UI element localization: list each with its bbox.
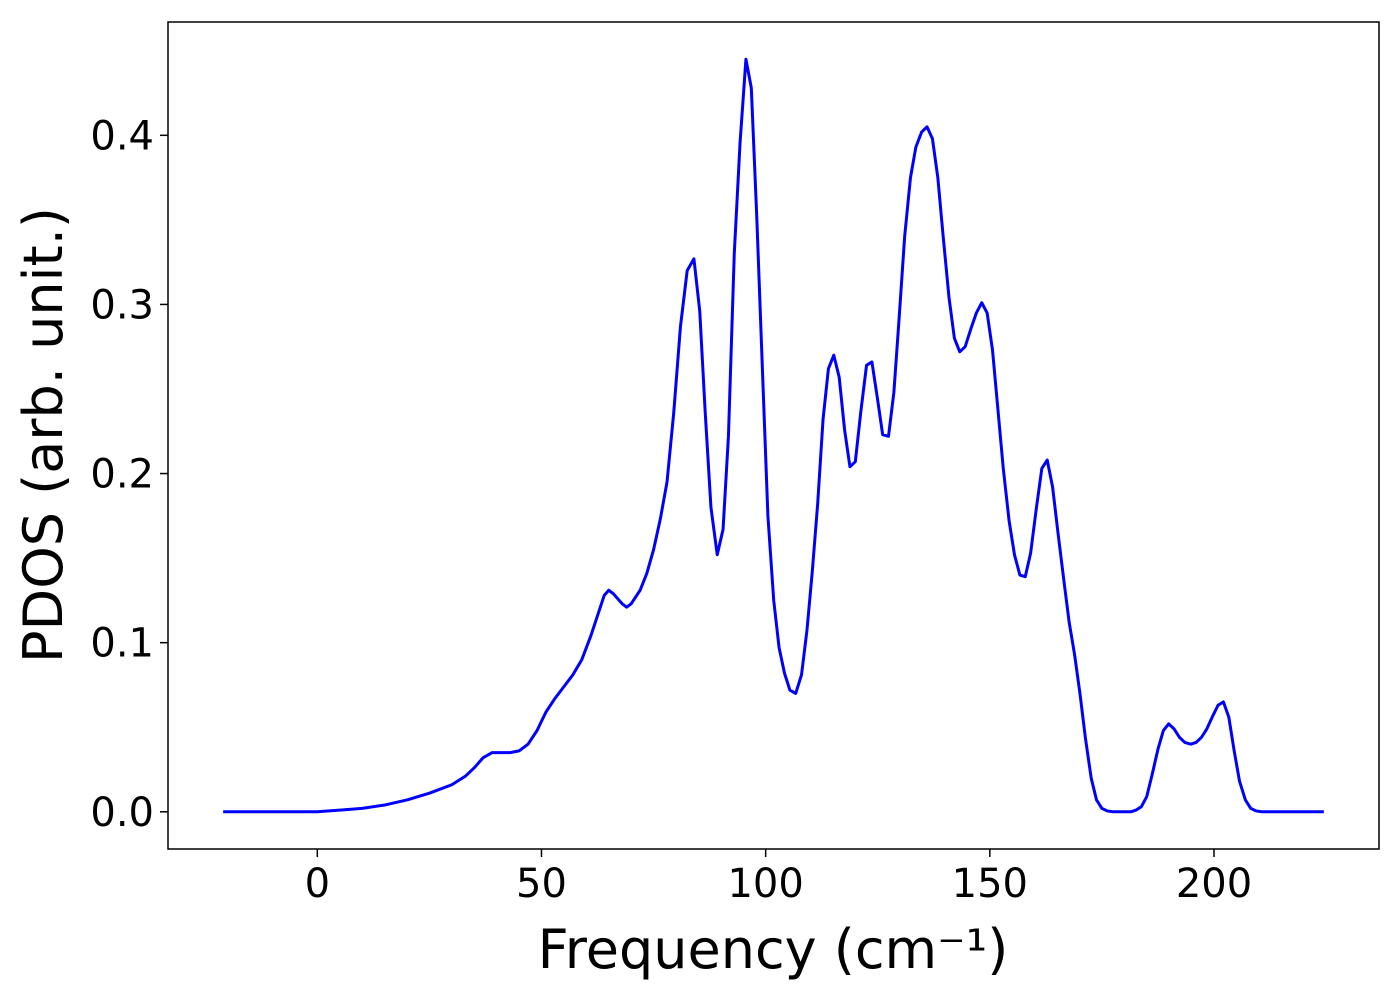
y-tick-label: 0.4 xyxy=(90,113,154,159)
y-tick-label: 0.3 xyxy=(90,282,154,328)
y-tick-label: 0.0 xyxy=(90,790,154,836)
plot-frame xyxy=(167,21,1380,850)
x-tick-label: 100 xyxy=(727,861,803,907)
y-axis-label: PDOS (arb. unit.) xyxy=(12,207,75,663)
x-axis-label: Frequency (cm⁻¹) xyxy=(538,918,1009,981)
x-tick-label: 50 xyxy=(516,861,567,907)
x-tick-label: 0 xyxy=(305,861,330,907)
x-tick-label: 150 xyxy=(952,861,1028,907)
y-tick-label: 0.1 xyxy=(90,621,154,667)
pdos-line xyxy=(223,57,1324,814)
y-tick-label: 0.2 xyxy=(90,452,154,498)
x-tick-label: 200 xyxy=(1176,861,1252,907)
